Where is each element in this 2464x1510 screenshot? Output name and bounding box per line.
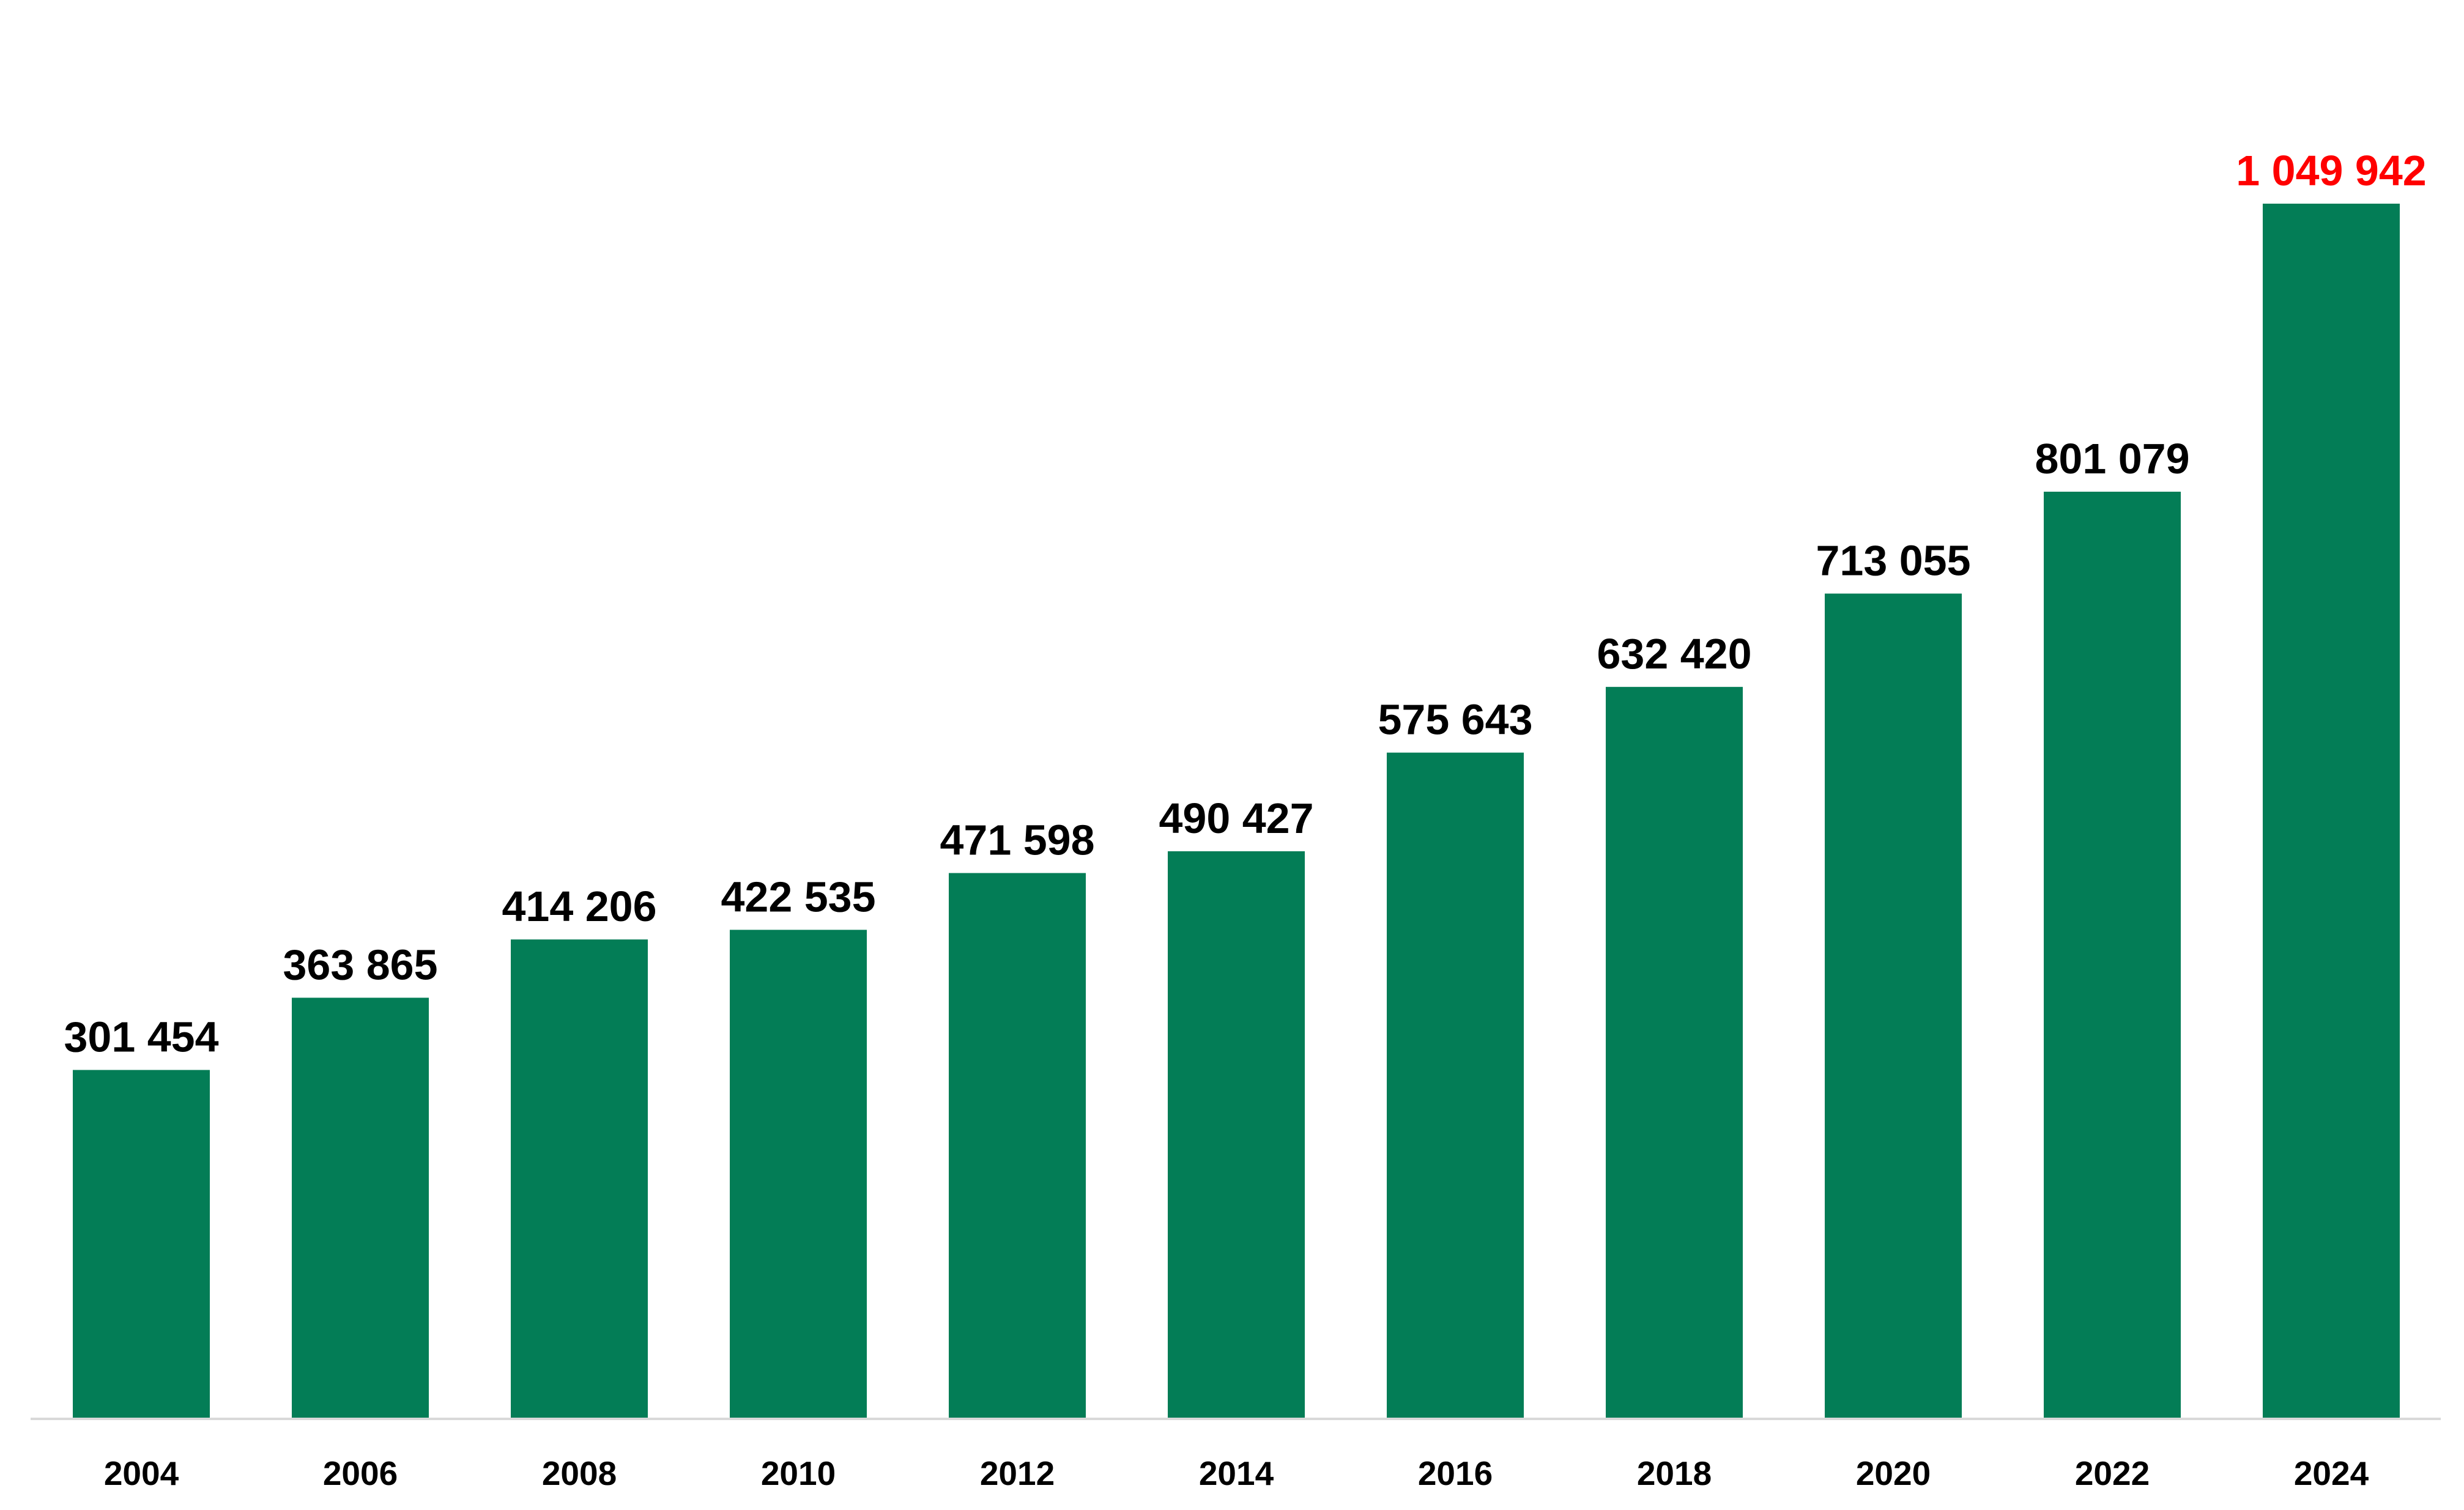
value-label-2006: 363 865 <box>283 941 437 988</box>
value-label-2016: 575 643 <box>1378 696 1532 744</box>
category-label-2018: 2018 <box>1637 1454 1712 1492</box>
category-label-2024: 2024 <box>2294 1454 2369 1492</box>
bar-2020 <box>1825 593 1962 1419</box>
bar-2018 <box>1606 687 1743 1419</box>
bar-2014 <box>1168 851 1305 1419</box>
category-label-2008: 2008 <box>542 1454 617 1492</box>
category-label-2010: 2010 <box>761 1454 836 1492</box>
bar-2012 <box>949 873 1086 1419</box>
value-label-2018: 632 420 <box>1597 630 1751 678</box>
bar-2022 <box>2044 491 2181 1419</box>
category-label-2022: 2022 <box>2075 1454 2150 1492</box>
value-label-2012: 471 598 <box>940 816 1094 864</box>
value-label-2004: 301 454 <box>64 1013 218 1061</box>
value-label-2010: 422 535 <box>721 873 875 920</box>
category-labels-group: 2004 2006 2008 2010 2012 2014 2016 2018 2020 2022… <box>104 1454 2369 1492</box>
bar-2024 <box>2263 204 2400 1419</box>
value-label-2020: 713 055 <box>1816 537 1970 585</box>
value-labels-group: 301 454 363 865 414 206 422 535 471 598 490 4… <box>64 147 2426 1061</box>
bar-2010 <box>730 930 867 1419</box>
category-label-2004: 2004 <box>104 1454 179 1492</box>
bar-2016 <box>1387 752 1524 1419</box>
category-label-2020: 2020 <box>1856 1454 1931 1492</box>
category-label-2016: 2016 <box>1418 1454 1493 1492</box>
category-label-2012: 2012 <box>980 1454 1055 1492</box>
value-label-2024: 1 049 942 <box>2236 147 2426 194</box>
value-label-2014: 490 427 <box>1159 794 1313 842</box>
value-label-2022: 801 079 <box>2035 435 2189 483</box>
value-label-2008: 414 206 <box>502 883 656 930</box>
bars-group <box>73 204 2400 1419</box>
bar-2008 <box>511 939 648 1419</box>
bar-2006 <box>292 997 429 1419</box>
category-label-2014: 2014 <box>1199 1454 1274 1492</box>
category-label-2006: 2006 <box>323 1454 398 1492</box>
bar-2004 <box>73 1070 210 1419</box>
